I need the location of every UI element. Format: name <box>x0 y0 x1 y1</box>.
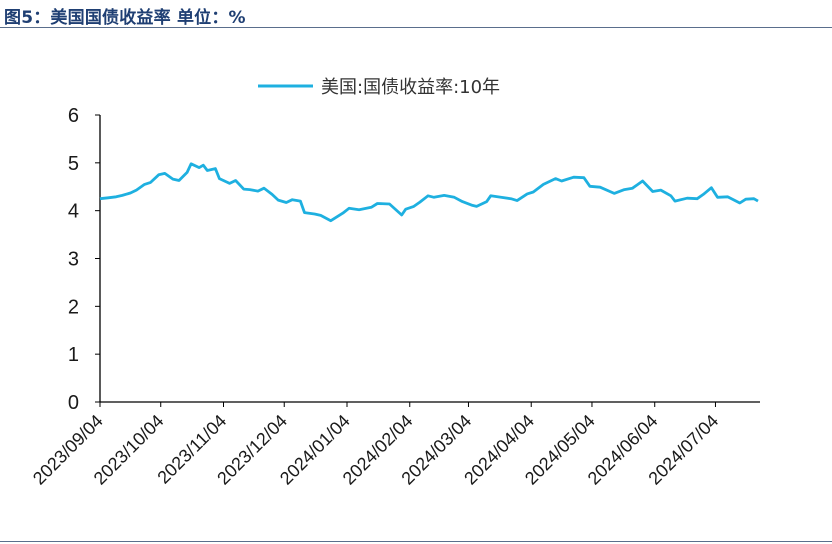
y-tick-label: 2 <box>68 296 79 318</box>
legend-label: 美国:国债收益率:10年 <box>321 77 500 98</box>
y-tick-label: 1 <box>68 344 79 366</box>
top-rule <box>0 27 832 28</box>
figure-title: 图5：美国国债收益率 单位：% <box>4 8 246 28</box>
bottom-rule <box>0 541 832 542</box>
series-line <box>99 162 759 223</box>
y-tick-label: 0 <box>68 392 79 414</box>
y-axis: 0 1 2 3 4 5 6 <box>68 105 101 414</box>
x-axis: 2023/09/042023/10/042023/11/042023/12/04… <box>29 401 760 489</box>
y-tick-label: 3 <box>68 249 79 271</box>
y-tick-label: 4 <box>68 201 79 223</box>
series-group <box>99 162 759 223</box>
chart-legend: 美国:国债收益率:10年 <box>258 77 500 98</box>
y-tick-label: 5 <box>68 153 79 175</box>
y-tick-label: 6 <box>68 105 79 127</box>
